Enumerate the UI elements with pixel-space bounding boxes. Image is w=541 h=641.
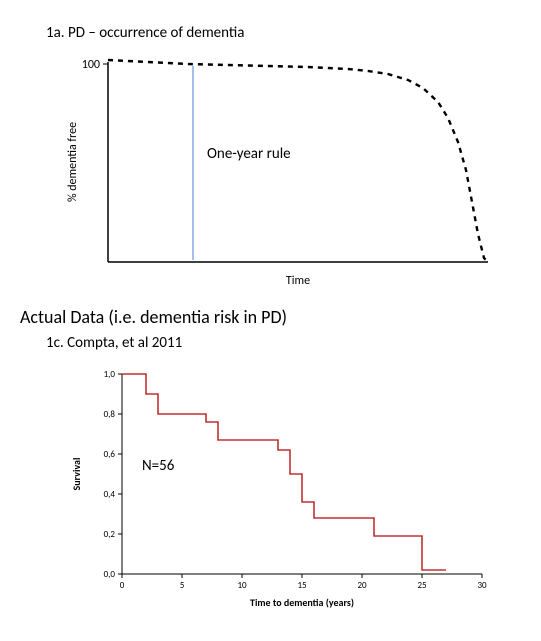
svg-text:N=56: N=56 — [142, 457, 175, 475]
svg-text:0,2: 0,2 — [104, 529, 116, 540]
svg-text:30: 30 — [477, 580, 487, 591]
svg-text:10: 10 — [237, 580, 247, 591]
panel-c-title: 1c. Compta, et al 2011 — [46, 334, 521, 352]
section-title: Actual Data (i.e. dementia risk in PD) — [20, 306, 521, 328]
svg-text:1,0: 1,0 — [104, 369, 116, 380]
svg-text:0: 0 — [120, 580, 125, 591]
svg-text:25: 25 — [417, 580, 427, 591]
panel-a-chart: 100 One-year rule Time % dementia free — [60, 52, 521, 292]
svg-text:% dementia free: % dementia free — [66, 122, 80, 202]
panel-a-title: 1a. PD – occurrence of dementia — [46, 24, 521, 42]
svg-text:0,8: 0,8 — [104, 409, 116, 420]
svg-text:Time to dementia (years): Time to dementia (years) — [250, 596, 354, 609]
panel-c-chart: 0,0 0,2 0,4 0,6 0,8 1,0 0 5 10 15 20 25 30 N=56 Time t… — [60, 362, 521, 612]
svg-text:15: 15 — [297, 580, 307, 591]
svg-text:5: 5 — [180, 580, 185, 591]
svg-text:0,6: 0,6 — [104, 449, 116, 460]
svg-text:100: 100 — [82, 58, 100, 72]
svg-text:0,0: 0,0 — [104, 569, 116, 580]
svg-text:0,4: 0,4 — [104, 489, 116, 500]
svg-text:Time: Time — [286, 274, 310, 288]
svg-text:20: 20 — [357, 580, 367, 591]
svg-text:Survival: Survival — [70, 458, 83, 491]
svg-text:One-year rule: One-year rule — [207, 145, 291, 163]
